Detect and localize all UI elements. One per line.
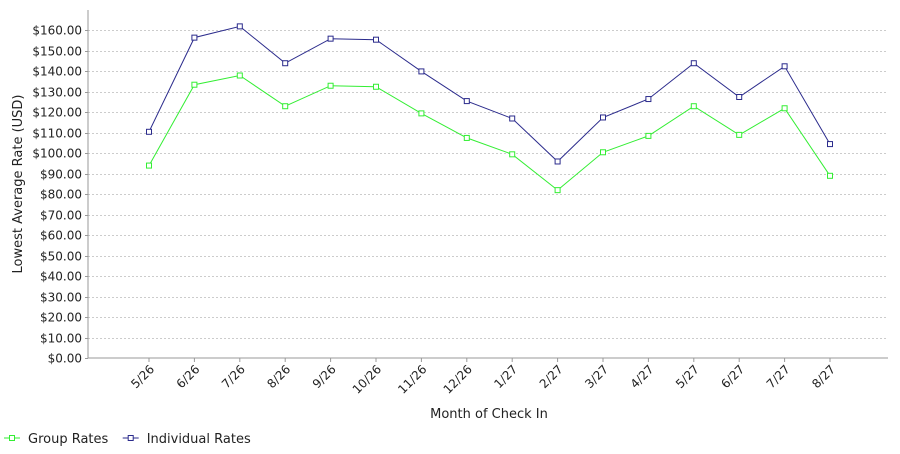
- data-point: [191, 34, 198, 41]
- data-point: [645, 96, 652, 103]
- y-axis-title: Lowest Average Rate (USD): [11, 95, 26, 274]
- data-point: [373, 36, 379, 43]
- y-tick-label: $0.00: [48, 352, 82, 366]
- data-point: [463, 98, 470, 105]
- series-group: [146, 72, 833, 194]
- x-tick-label: 1/27: [491, 362, 520, 391]
- y-tick-label: $70.00: [40, 209, 82, 223]
- x-tick-label: 6/27: [718, 362, 747, 391]
- data-point: [236, 72, 243, 79]
- data-point: [736, 131, 743, 138]
- legend: Group Rates Individual Rates: [4, 432, 251, 447]
- data-point: [146, 128, 152, 135]
- y-tick-label: $10.00: [40, 332, 82, 346]
- data-point: [827, 141, 833, 148]
- x-tick-label: 9/26: [310, 362, 339, 391]
- x-tick-label: 7/26: [219, 362, 248, 391]
- data-point: [509, 151, 516, 158]
- data-point: [146, 162, 152, 169]
- y-tick-labels: $0.00 $10.00 $20.00 $30.00 $40.00 $50.00 $60.0…: [32, 24, 88, 366]
- series-line: [148, 74, 831, 191]
- data-point: [463, 134, 470, 141]
- x-axis-title: Month of Check In: [430, 407, 548, 422]
- y-tick-label: $150.00: [32, 45, 82, 59]
- y-tick-label: $160.00: [32, 24, 82, 38]
- legend-item: Individual Rates: [122, 432, 251, 447]
- grid-lines: [88, 30, 888, 339]
- y-tick-label: $50.00: [40, 250, 82, 264]
- legend-label: Individual Rates: [147, 432, 251, 447]
- y-tick-label: $120.00: [32, 106, 82, 120]
- data-point: [236, 23, 243, 30]
- data-point: [282, 103, 289, 110]
- legend-marker: [127, 435, 134, 441]
- data-point: [327, 82, 334, 89]
- x-tick-label: 8/26: [264, 362, 293, 391]
- data-point: [827, 172, 833, 179]
- axes: [87, 10, 888, 359]
- y-tick-label: $30.00: [40, 291, 82, 305]
- x-tick-label: 10/26: [350, 362, 384, 396]
- x-tick-label: 4/27: [628, 362, 657, 391]
- y-tick-label: $20.00: [40, 311, 82, 325]
- x-tick-label: 6/26: [174, 362, 203, 391]
- series-lines: [146, 23, 833, 194]
- x-tick-label: 3/27: [582, 362, 611, 391]
- y-tick-label: $140.00: [32, 65, 82, 79]
- data-point: [690, 103, 697, 110]
- data-point: [554, 187, 561, 194]
- data-point: [373, 83, 379, 90]
- y-tick-label: $90.00: [40, 168, 82, 182]
- legend-item: Group Rates: [4, 432, 109, 447]
- data-point: [781, 63, 788, 70]
- y-tick-label: $40.00: [40, 270, 82, 284]
- series-line: [148, 25, 831, 163]
- x-tick-labels: 5/26 6/26 7/26 8/26 9/26 10/26 11/26 12/26 1/27 2…: [128, 358, 838, 397]
- x-tick-label: 2/27: [537, 362, 566, 391]
- data-point: [327, 35, 334, 42]
- x-tick-label: 12/26: [441, 362, 475, 396]
- y-tick-label: $60.00: [40, 229, 82, 243]
- legend-marker: [9, 435, 15, 441]
- y-tick-label: $110.00: [32, 127, 82, 141]
- data-point: [282, 60, 289, 67]
- y-tick-label: $100.00: [32, 147, 82, 161]
- data-point: [736, 94, 743, 100]
- x-tick-label: 5/26: [128, 362, 157, 391]
- data-point: [645, 132, 652, 139]
- y-tick-label: $130.00: [32, 86, 82, 100]
- series-group: [146, 23, 833, 165]
- data-point: [418, 68, 425, 75]
- data-point: [509, 115, 516, 122]
- data-point: [690, 60, 697, 67]
- x-tick-label: 8/27: [809, 362, 838, 391]
- data-point: [781, 105, 788, 112]
- x-tick-label: 11/26: [395, 362, 429, 396]
- data-point: [600, 149, 606, 156]
- x-tick-label: 5/27: [673, 362, 702, 391]
- x-tick-label: 7/27: [764, 362, 793, 391]
- data-point: [600, 114, 606, 121]
- data-point: [418, 110, 425, 117]
- data-point: [191, 81, 198, 88]
- legend-label: Group Rates: [28, 432, 109, 447]
- data-point: [554, 158, 561, 165]
- y-tick-label: $80.00: [40, 188, 82, 202]
